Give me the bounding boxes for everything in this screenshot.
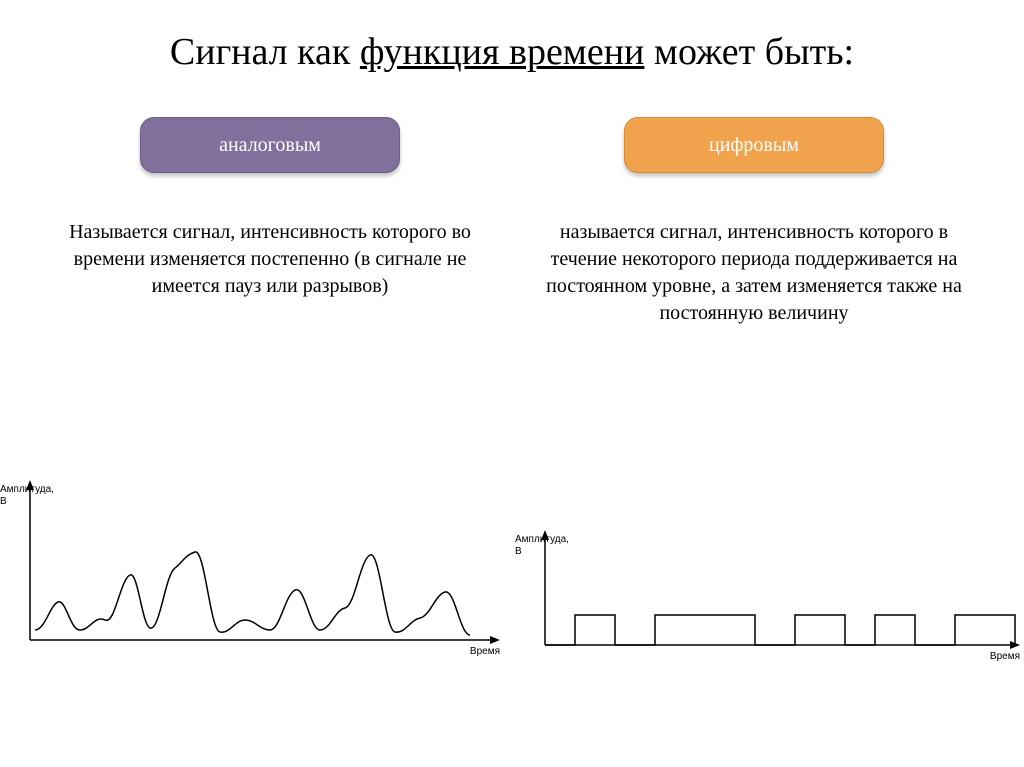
columns: аналоговым Называется сигнал, интенсивно… [0,117,1024,327]
digital-chart-svg: Амплитуда, В Время [515,530,1024,690]
digital-chart: Амплитуда, В Время [515,530,1024,695]
analog-ylabel-unit: В [0,496,7,507]
analog-ylabel: Амплитуда, [0,484,54,495]
digital-pill-label: цифровым [709,134,799,157]
analog-pill: аналоговым [140,117,400,173]
digital-signal-line [545,615,1015,645]
analog-chart: Амплитуда, В Время [0,480,510,685]
digital-pill: цифровым [624,117,884,173]
analog-pill-label: аналоговым [219,134,321,157]
digital-ylabel: Амплитуда, [515,534,569,545]
digital-xlabel: Время [990,651,1020,662]
right-column: цифровым называется сигнал, интенсивност… [544,117,964,327]
analog-signal-line [35,552,470,635]
slide-title: Сигнал как функция времени может быть: [0,0,1024,77]
title-suffix: может быть: [644,31,854,73]
analog-xlabel: Время [470,646,500,657]
digital-description: называется сигнал, интенсивность которог… [544,219,964,327]
analog-description: Называется сигнал, интенсивность которог… [60,219,480,300]
title-prefix: Сигнал как [170,31,360,73]
analog-chart-svg: Амплитуда, В Время [0,480,510,680]
left-column: аналоговым Называется сигнал, интенсивно… [60,117,480,327]
title-underlined: функция времени [360,31,645,73]
digital-ylabel-unit: В [515,546,522,557]
